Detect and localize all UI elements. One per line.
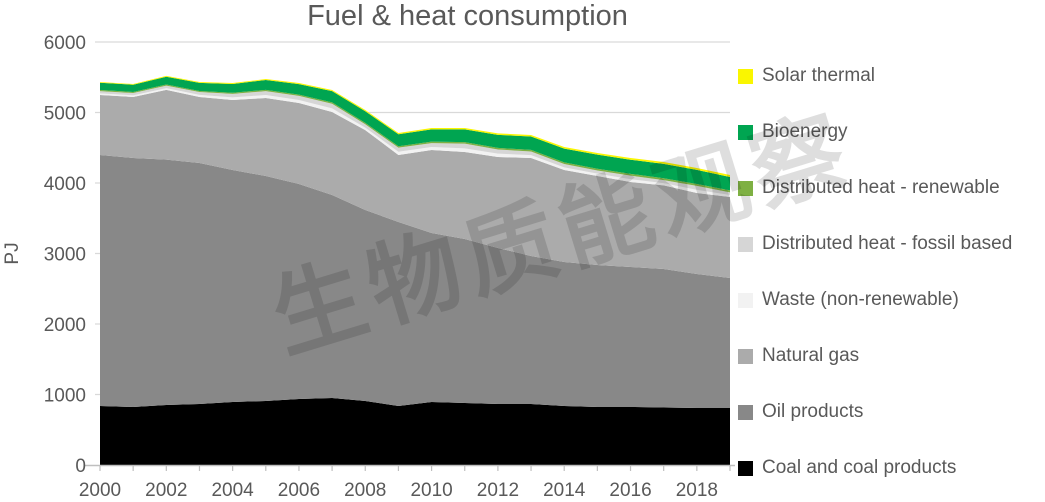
legend-swatch-oil-products bbox=[738, 404, 753, 420]
legend-label: Oil products bbox=[762, 401, 864, 422]
x-tick-label: 2004 bbox=[211, 480, 254, 501]
y-tick-label: 1000 bbox=[44, 386, 86, 407]
legend-swatch-distributed-heat-fossil-based bbox=[738, 236, 753, 252]
x-tick-label: 2000 bbox=[79, 480, 121, 501]
x-tick-label: 2002 bbox=[145, 480, 187, 501]
legend-item-bioenergy: Bioenergy bbox=[738, 104, 1044, 160]
x-tick-label: 2010 bbox=[410, 480, 452, 501]
legend-label: Distributed heat - renewable bbox=[762, 177, 1000, 198]
x-tick-label: 2016 bbox=[609, 480, 651, 501]
legend-item-natural-gas: Natural gas bbox=[738, 328, 1044, 384]
legend-label: Solar thermal bbox=[762, 65, 875, 86]
area-distributed-heat-renewable bbox=[100, 84, 730, 193]
y-tick-label: 6000 bbox=[44, 33, 86, 54]
y-tick-label: 0 bbox=[75, 456, 86, 477]
legend-swatch-waste-non-renewable bbox=[738, 292, 753, 308]
chart-title: Fuel & heat consumption bbox=[307, 0, 628, 32]
legend-swatch-solar-thermal bbox=[738, 68, 753, 84]
x-tick-label: 2008 bbox=[344, 480, 386, 501]
x-tick-label: 2018 bbox=[676, 480, 718, 501]
area-bioenergy bbox=[100, 76, 730, 191]
legend-swatch-bioenergy bbox=[738, 124, 753, 140]
y-tick-label: 5000 bbox=[44, 104, 86, 125]
x-tick-label: 2012 bbox=[477, 480, 519, 501]
legend-item-waste-non-renewable: Waste (non-renewable) bbox=[738, 272, 1044, 328]
y-axis-title: PJ bbox=[2, 242, 23, 264]
legend-label: Waste (non-renewable) bbox=[762, 289, 959, 310]
area-distributed-heat-fossil-based bbox=[100, 85, 730, 195]
area-coal-and-coal-products bbox=[100, 398, 730, 465]
legend-swatch-distributed-heat-renewable bbox=[738, 180, 753, 196]
area-natural-gas bbox=[100, 89, 730, 279]
legend-item-distributed-heat-renewable: Distributed heat - renewable bbox=[738, 160, 1044, 216]
legend-label: Distributed heat - fossil based bbox=[762, 233, 1013, 254]
legend-label: Bioenergy bbox=[762, 121, 848, 142]
y-tick-label: 3000 bbox=[44, 245, 86, 266]
legend-item-oil-products: Oil products bbox=[738, 384, 1044, 440]
legend-item-distributed-heat-fossil-based: Distributed heat - fossil based bbox=[738, 216, 1044, 272]
y-tick-label: 2000 bbox=[44, 315, 86, 336]
legend-swatch-natural-gas bbox=[738, 348, 753, 364]
chart-legend: Solar thermal Bioenergy Distributed heat -… bbox=[738, 48, 1044, 496]
legend-item-solar-thermal: Solar thermal bbox=[738, 48, 1044, 104]
legend-label: Natural gas bbox=[762, 345, 860, 366]
area-oil-products bbox=[100, 155, 730, 409]
y-tick-label: 4000 bbox=[44, 174, 86, 195]
x-tick-label: 2006 bbox=[278, 480, 320, 501]
x-tick-label: 2014 bbox=[543, 480, 586, 501]
area-waste-non-renewable bbox=[100, 88, 730, 198]
legend-item-coal-and-coal-products: Coal and coal products bbox=[738, 440, 1044, 496]
legend-label: Coal and coal products bbox=[762, 457, 957, 478]
legend-swatch-coal-and-coal-products bbox=[738, 460, 753, 476]
